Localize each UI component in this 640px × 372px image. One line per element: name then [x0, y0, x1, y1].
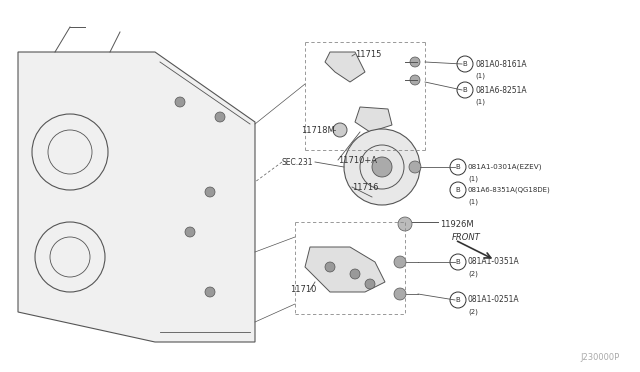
Polygon shape [325, 52, 365, 82]
Text: J230000P: J230000P [580, 353, 620, 362]
Text: 11718M: 11718M [301, 125, 335, 135]
Circle shape [333, 123, 347, 137]
Circle shape [215, 112, 225, 122]
Circle shape [205, 187, 215, 197]
Text: 11926M: 11926M [440, 219, 474, 228]
Polygon shape [18, 52, 255, 342]
Text: 11710: 11710 [290, 285, 316, 295]
Text: (1): (1) [468, 199, 478, 205]
Text: (2): (2) [468, 271, 478, 277]
Text: B: B [456, 259, 460, 265]
Circle shape [325, 262, 335, 272]
Text: (1): (1) [468, 176, 478, 182]
Circle shape [344, 129, 420, 205]
Circle shape [394, 288, 406, 300]
Text: B: B [463, 61, 467, 67]
Circle shape [185, 227, 195, 237]
Text: 081A6-8251A: 081A6-8251A [475, 86, 527, 94]
Text: 081A1-0351A: 081A1-0351A [468, 257, 520, 266]
Text: (1): (1) [475, 73, 485, 79]
Text: B: B [456, 164, 460, 170]
Text: 11716: 11716 [352, 183, 378, 192]
Circle shape [372, 157, 392, 177]
Text: (1): (1) [475, 99, 485, 105]
Text: 081A0-8161A: 081A0-8161A [475, 60, 527, 68]
Text: B: B [463, 87, 467, 93]
Text: FRONT: FRONT [452, 232, 481, 241]
Circle shape [394, 256, 406, 268]
Text: 081A6-8351A(QG18DE): 081A6-8351A(QG18DE) [468, 187, 551, 193]
Text: 11710+A: 11710+A [338, 155, 377, 164]
Polygon shape [355, 107, 392, 132]
Circle shape [410, 75, 420, 85]
Circle shape [409, 161, 421, 173]
Circle shape [350, 269, 360, 279]
Text: SEC.231: SEC.231 [282, 157, 314, 167]
Circle shape [175, 97, 185, 107]
Text: 081A1-0301A(EZEV): 081A1-0301A(EZEV) [468, 164, 543, 170]
Circle shape [365, 279, 375, 289]
Circle shape [410, 57, 420, 67]
Text: (2): (2) [468, 309, 478, 315]
Text: B: B [456, 297, 460, 303]
Text: 081A1-0251A: 081A1-0251A [468, 295, 520, 305]
Circle shape [205, 287, 215, 297]
Circle shape [398, 217, 412, 231]
Text: 11715: 11715 [355, 49, 381, 58]
Polygon shape [305, 247, 385, 292]
Text: B: B [456, 187, 460, 193]
